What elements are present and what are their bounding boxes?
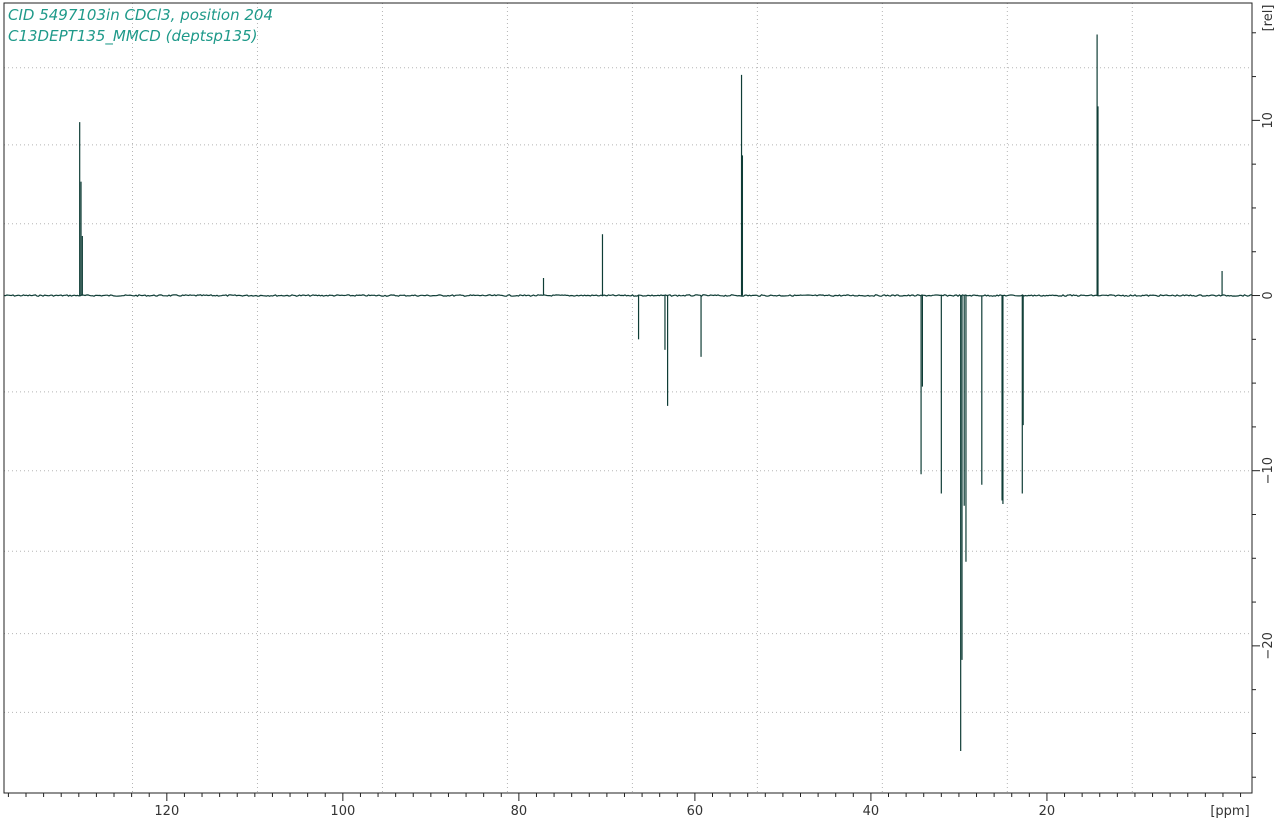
axes: 120 100 80 60 40 20 [ppm]100−10−20[rel] — [7, 5, 1276, 819]
baseline — [3, 294, 1253, 297]
x-tick-label: 20 — [1039, 804, 1056, 819]
y-tick-label: 10 — [1261, 112, 1276, 129]
x-tick-label: 60 — [687, 804, 704, 819]
x-tick-label: 80 — [511, 804, 528, 819]
spectrum-trace — [3, 34, 1253, 751]
x-tick-label: 40 — [863, 804, 880, 819]
y-axis-label: [rel] — [1261, 5, 1276, 32]
x-axis-label: [ppm] — [1210, 804, 1249, 819]
plot-frame — [3, 2, 1253, 794]
grid-lines — [4, 3, 1252, 793]
y-tick-label: −10 — [1261, 457, 1276, 484]
y-tick-label: 0 — [1261, 291, 1276, 299]
x-tick-label: 120 — [154, 804, 179, 819]
x-tick-label: 100 — [330, 804, 355, 819]
spectrum-title-line-2: C13DEPT135_MMCD (deptsp135) — [8, 27, 258, 45]
spectrum-title-line-1: CID 5497103in CDCl3, position 204 — [8, 6, 274, 24]
y-tick-label: −20 — [1261, 632, 1276, 659]
